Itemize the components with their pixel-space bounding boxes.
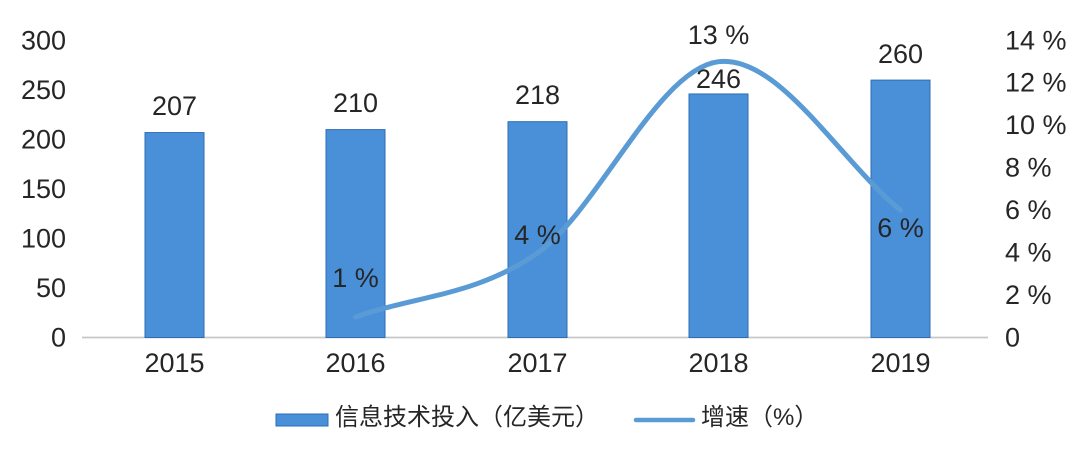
svg-text:信息技术投入（亿美元）: 信息技术投入（亿美元）: [335, 404, 599, 431]
svg-text:增速（%）: 增速（%）: [701, 404, 818, 431]
